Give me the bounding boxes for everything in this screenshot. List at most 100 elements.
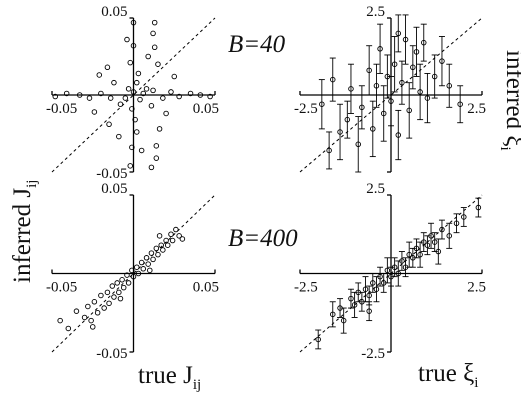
data-point	[76, 92, 83, 98]
data-point	[148, 164, 155, 171]
y-tick-label: 0.05	[101, 181, 127, 197]
data-point	[147, 267, 153, 274]
x-tick-label: 2.5	[467, 280, 486, 296]
data-point	[160, 95, 166, 101]
data-point	[373, 83, 380, 89]
x-axis-label-right-main: true ξ	[418, 360, 474, 387]
data-point	[330, 76, 336, 83]
y-axis-label-right: inferred ξi	[497, 50, 521, 151]
y-tick-label: 0.05	[101, 4, 127, 20]
data-point	[130, 19, 137, 26]
y-tick-label: 2.5	[366, 181, 385, 197]
data-point	[138, 147, 145, 154]
x-tick-label: -0.05	[46, 101, 77, 117]
data-point	[395, 270, 402, 277]
data-point	[143, 255, 150, 261]
data-point	[391, 264, 398, 270]
data-point	[89, 324, 96, 330]
data-point	[151, 19, 158, 26]
panel-bottom-left-jij-b400: -0.05 0.05 0.05 -0.05	[46, 181, 219, 362]
data-point	[402, 36, 409, 43]
data-point	[315, 336, 321, 343]
data-point	[104, 64, 111, 71]
y-tick-label: -2.5	[361, 346, 385, 362]
data-point	[344, 116, 351, 123]
data-point	[150, 87, 156, 94]
data-point	[395, 132, 402, 138]
data-point	[457, 101, 463, 107]
data-point	[125, 86, 132, 92]
data-point	[446, 83, 452, 89]
data-point	[424, 242, 431, 248]
y-axis-label-left: inferred Jij	[9, 180, 40, 283]
data-point	[94, 310, 101, 316]
data-point	[399, 79, 405, 86]
data-point	[106, 121, 112, 128]
data-point	[406, 107, 412, 114]
data-point	[424, 95, 431, 101]
data-point	[153, 143, 160, 149]
data-point	[348, 86, 354, 92]
data-point	[52, 93, 59, 100]
data-point	[109, 283, 116, 289]
data-point	[355, 141, 361, 148]
data-point	[143, 86, 150, 92]
data-point	[127, 163, 133, 169]
x-tick-label: 0.05	[193, 280, 219, 296]
data-point	[117, 295, 124, 302]
data-point	[148, 103, 155, 109]
x-tick-label: -0.05	[46, 280, 77, 296]
data-point	[129, 106, 135, 112]
data-point	[207, 93, 213, 100]
data-point	[373, 286, 380, 292]
data-point	[134, 264, 140, 270]
data-point	[337, 129, 343, 135]
data-point	[388, 98, 394, 104]
data-point	[134, 79, 140, 86]
x-tick-label: 2.5	[467, 101, 486, 117]
data-point	[370, 280, 376, 286]
data-point	[145, 261, 151, 267]
data-point	[377, 46, 383, 52]
data-point	[330, 311, 336, 318]
data-point	[120, 284, 127, 291]
data-point	[88, 317, 94, 324]
data-point	[150, 256, 156, 263]
data-point	[326, 147, 332, 154]
data-point	[179, 236, 186, 242]
data-point	[129, 144, 135, 151]
data-point	[197, 92, 204, 98]
b-label-bottom: B=400	[228, 225, 298, 252]
data-point	[137, 96, 143, 103]
data-point	[431, 73, 438, 80]
data-point	[130, 273, 137, 280]
data-point	[85, 303, 91, 310]
panel-bottom-right-xi-b400: -2.5 2.5 2.5 -2.5	[294, 181, 486, 362]
y-tick-label: -0.05	[96, 166, 127, 182]
data-point	[130, 89, 137, 95]
y-tick-label: 2.5	[366, 4, 385, 20]
data-point	[158, 242, 164, 248]
data-point	[132, 116, 138, 123]
data-point	[187, 90, 194, 97]
data-point	[129, 267, 135, 274]
data-point	[96, 72, 103, 78]
data-point	[366, 292, 372, 299]
svg-text:inferred ξi: inferred ξi	[497, 50, 521, 151]
diagonal-line	[51, 17, 216, 173]
x-axis-label-right: true ξi	[418, 360, 478, 391]
data-point	[391, 61, 398, 67]
data-point	[57, 317, 63, 324]
diagonal-line	[51, 194, 216, 353]
data-point	[63, 90, 70, 97]
data-point	[81, 314, 88, 321]
data-point	[380, 110, 387, 117]
data-point	[140, 90, 147, 97]
data-point	[439, 58, 445, 64]
y-axis-label-left-main: inferred J	[9, 188, 36, 283]
data-point	[116, 289, 122, 296]
y-axis-label-left-sub: ij	[24, 180, 40, 188]
b-label-top: B=40	[228, 31, 286, 58]
data-point	[73, 308, 80, 314]
